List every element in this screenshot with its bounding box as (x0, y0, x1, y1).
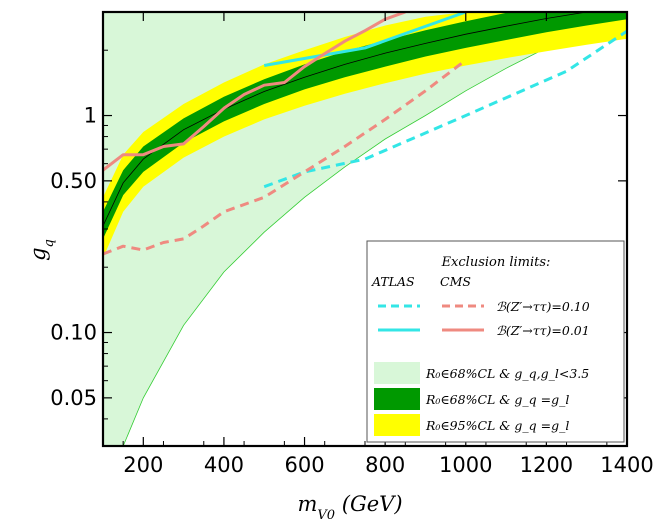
x-axis-label: mV0 (GeV) (297, 492, 402, 520)
x-axis-label-unit: (GeV) (335, 492, 402, 516)
legend-limit-001: ℬ(Z′→ττ)=0.01 (496, 323, 590, 338)
legend-dark-green-swatch (374, 388, 420, 410)
legend-band-dark-green: R₀∈68%CL & g_q =g_l (425, 392, 569, 407)
x-tick-label: 1200 (520, 453, 573, 477)
y-axis-label-sub: q (42, 239, 57, 247)
x-tick-label: 200 (123, 453, 163, 477)
band-dark-green (103, 12, 627, 239)
x-tick-label: 1400 (600, 453, 653, 477)
y-axis-label-g: g (26, 247, 50, 260)
x-axis-label-sub: V0 (317, 508, 335, 520)
legend-col-atlas: ATLAS (371, 274, 415, 289)
legend-band-light-green: R₀∈68%CL & g_q,g_l<3.5 (425, 366, 589, 381)
y-tick-label: 0.05 (50, 386, 97, 410)
y-tick-label: 0.10 (50, 321, 97, 345)
x-axis-label-m: m (297, 492, 317, 516)
cms-limit-010-line (103, 58, 467, 256)
y-tick-label: 0.50 (50, 169, 97, 193)
x-tick-label: 1000 (439, 453, 492, 477)
legend-col-cms: CMS (440, 274, 471, 289)
legend-title: Exclusion limits: (441, 255, 551, 270)
x-tick-label: 800 (365, 453, 405, 477)
legend-box (366, 240, 625, 443)
legend-band-yellow: R₀∈95%CL & g_q =g_l (425, 418, 569, 433)
legend: Exclusion limits: ATLAS CMS ℬ(Z′→ττ)=0.1… (366, 240, 625, 443)
band-light-green-edge (103, 12, 627, 446)
legend-light-green-swatch (374, 362, 420, 384)
cms-limit-001-line (103, 12, 406, 172)
y-tick-label: 1 (84, 104, 97, 128)
plot-area (103, 12, 627, 446)
legend-limit-010: ℬ(Z′→ττ)=0.10 (496, 299, 590, 314)
legend-yellow-swatch (374, 414, 420, 436)
x-tick-label: 400 (204, 453, 244, 477)
x-tick-label: 600 (284, 453, 324, 477)
atlas-limit-001-line (263, 12, 467, 67)
axis-ticks: 200 400 600 800 1000 1200 1400 0.05 0.10 0.50 1 (50, 11, 654, 477)
y-axis-label: gq (26, 239, 57, 261)
